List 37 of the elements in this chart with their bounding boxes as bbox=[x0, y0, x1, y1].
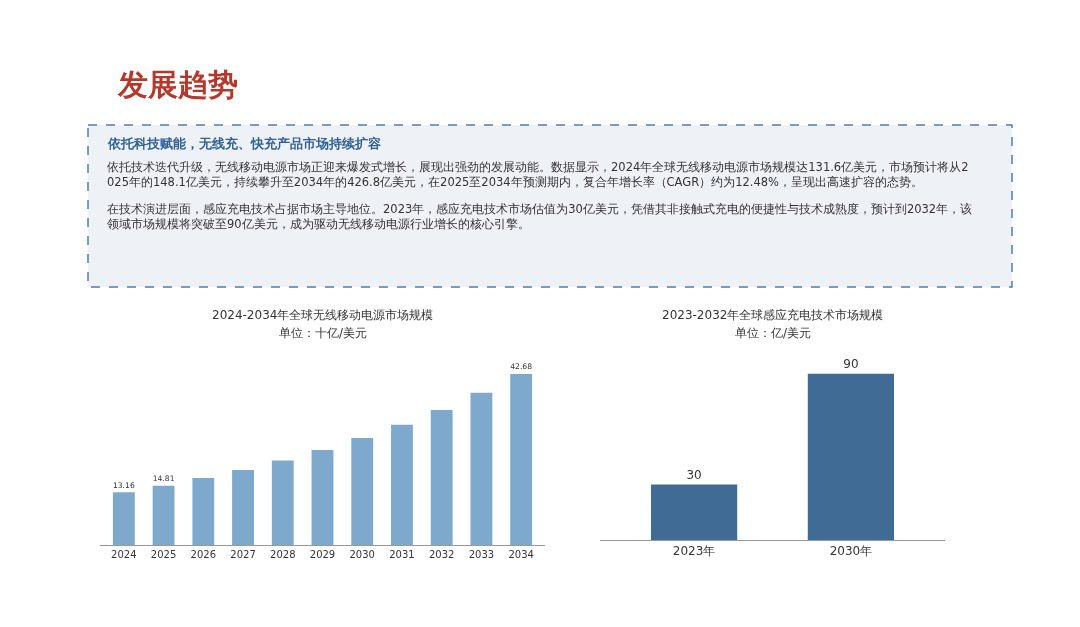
bar bbox=[430, 409, 453, 545]
x-tick-label: 2033 bbox=[468, 549, 495, 560]
bar bbox=[510, 374, 533, 545]
chart-title: 2024-2034年全球无线移动电源市场规模 bbox=[212, 308, 434, 322]
bar bbox=[351, 438, 374, 545]
x-tick-label: 2034 bbox=[508, 549, 534, 560]
x-tick-label: 2029 bbox=[309, 549, 336, 560]
bar bbox=[311, 450, 334, 545]
x-tick-label: 2032 bbox=[428, 549, 455, 560]
chart-subtitle: 单位：亿/美元 bbox=[735, 326, 812, 340]
chart-subtitle: 单位：十亿/美元 bbox=[279, 326, 368, 340]
text: 依托科技赋能，无线充、快充产品市场持续扩容 bbox=[107, 136, 381, 151]
bar bbox=[112, 492, 135, 545]
x-tick-label: 2031 bbox=[389, 549, 415, 560]
data-label: 30 bbox=[686, 467, 702, 482]
data-label: 42.68 bbox=[510, 362, 533, 372]
bar bbox=[192, 478, 215, 545]
chart-title: 2023-2032年全球感应充电技术市场规模 bbox=[662, 308, 884, 322]
bar bbox=[152, 485, 175, 545]
bar bbox=[232, 470, 254, 545]
data-label: 14.81 bbox=[152, 474, 175, 484]
x-tick-label: 2030 bbox=[349, 549, 375, 560]
text: 在技术演进层面，感应充电技术占据市场主导地位。2023年，感应充电技术市场估值为30亿美元，凭借其非接触式充电的便捷性与技术成熟度，预计到2032年，该领域市场规模将突破至90亿美元，成为驱动无线移动电源行业增长的核心引擎。 bbox=[107, 202, 973, 231]
bar bbox=[391, 424, 413, 545]
bar bbox=[470, 392, 493, 545]
x-tick-label: 2026 bbox=[190, 549, 217, 560]
text: 依托技术迭代升级，无线移动电源市场正迎来爆发式增长，展现出强劲的发展动能。数据显示，2024年全球无线移动电源市场规模达131.6亿美元，市场预计将从2025年的148.1亿美元，持续攀升至2034年的426.8亿美元，在2025至2034年预测期内，复合年增长率（CAGR）约为12.48%，呈现出高速扩容的态势。 bbox=[107, 160, 969, 189]
x-tick-label: 2028 bbox=[270, 549, 296, 560]
data-label: 90 bbox=[843, 356, 859, 371]
data-label: 13.16 bbox=[112, 480, 135, 490]
x-tick-label: 2027 bbox=[230, 549, 256, 560]
x-tick-label: 2024 bbox=[111, 549, 137, 560]
text: 发展趋势 bbox=[117, 67, 238, 102]
x-tick-label: 2030年 bbox=[829, 544, 873, 559]
x-tick-label: 2025 bbox=[150, 549, 177, 560]
bar bbox=[271, 460, 294, 545]
x-tick-label: 2023年 bbox=[672, 544, 716, 559]
